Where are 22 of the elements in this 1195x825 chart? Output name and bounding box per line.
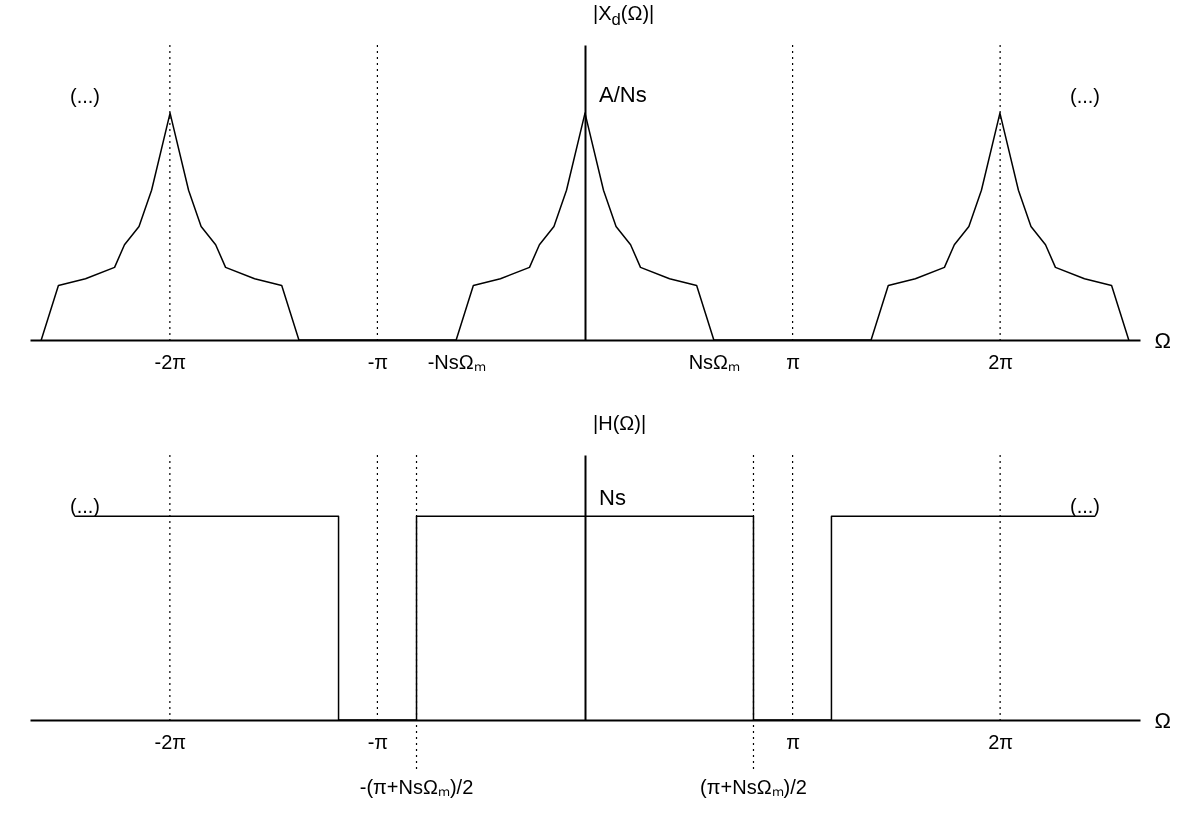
- x-tick-label: 2π: [988, 350, 1014, 373]
- x-tick-label: NsΩₘ: [688, 350, 741, 373]
- annotation: Ns: [599, 485, 626, 511]
- x-axis-title: Ω: [1154, 707, 1171, 733]
- annotation: (...): [1070, 495, 1100, 518]
- x-tick-label: -π: [367, 730, 389, 753]
- text: (...): [1070, 85, 1100, 108]
- x-tick-label: π: [786, 730, 800, 753]
- x-tick-label: -NsΩₘ: [427, 350, 486, 373]
- text: (...): [70, 85, 100, 108]
- annotation: A/Ns: [599, 82, 647, 108]
- x-tick-label: -2π: [154, 730, 187, 753]
- annotation: (...): [70, 495, 100, 518]
- x-tick-label: 2π: [988, 730, 1014, 753]
- x-tick-label: π: [786, 350, 800, 373]
- y-axis-title: |H(Ω)|: [593, 412, 647, 435]
- x-tick-label: -2π: [154, 350, 187, 373]
- x-axis-title: Ω: [1154, 327, 1171, 353]
- y-axis-title: |X$_{d}$(Ω)|: [593, 2, 655, 30]
- ref-line-label: -(π+NsΩₘ)/2: [359, 776, 474, 798]
- ref-line-label: (π+NsΩₘ)/2: [700, 776, 807, 798]
- x-tick-label: -π: [367, 350, 389, 373]
